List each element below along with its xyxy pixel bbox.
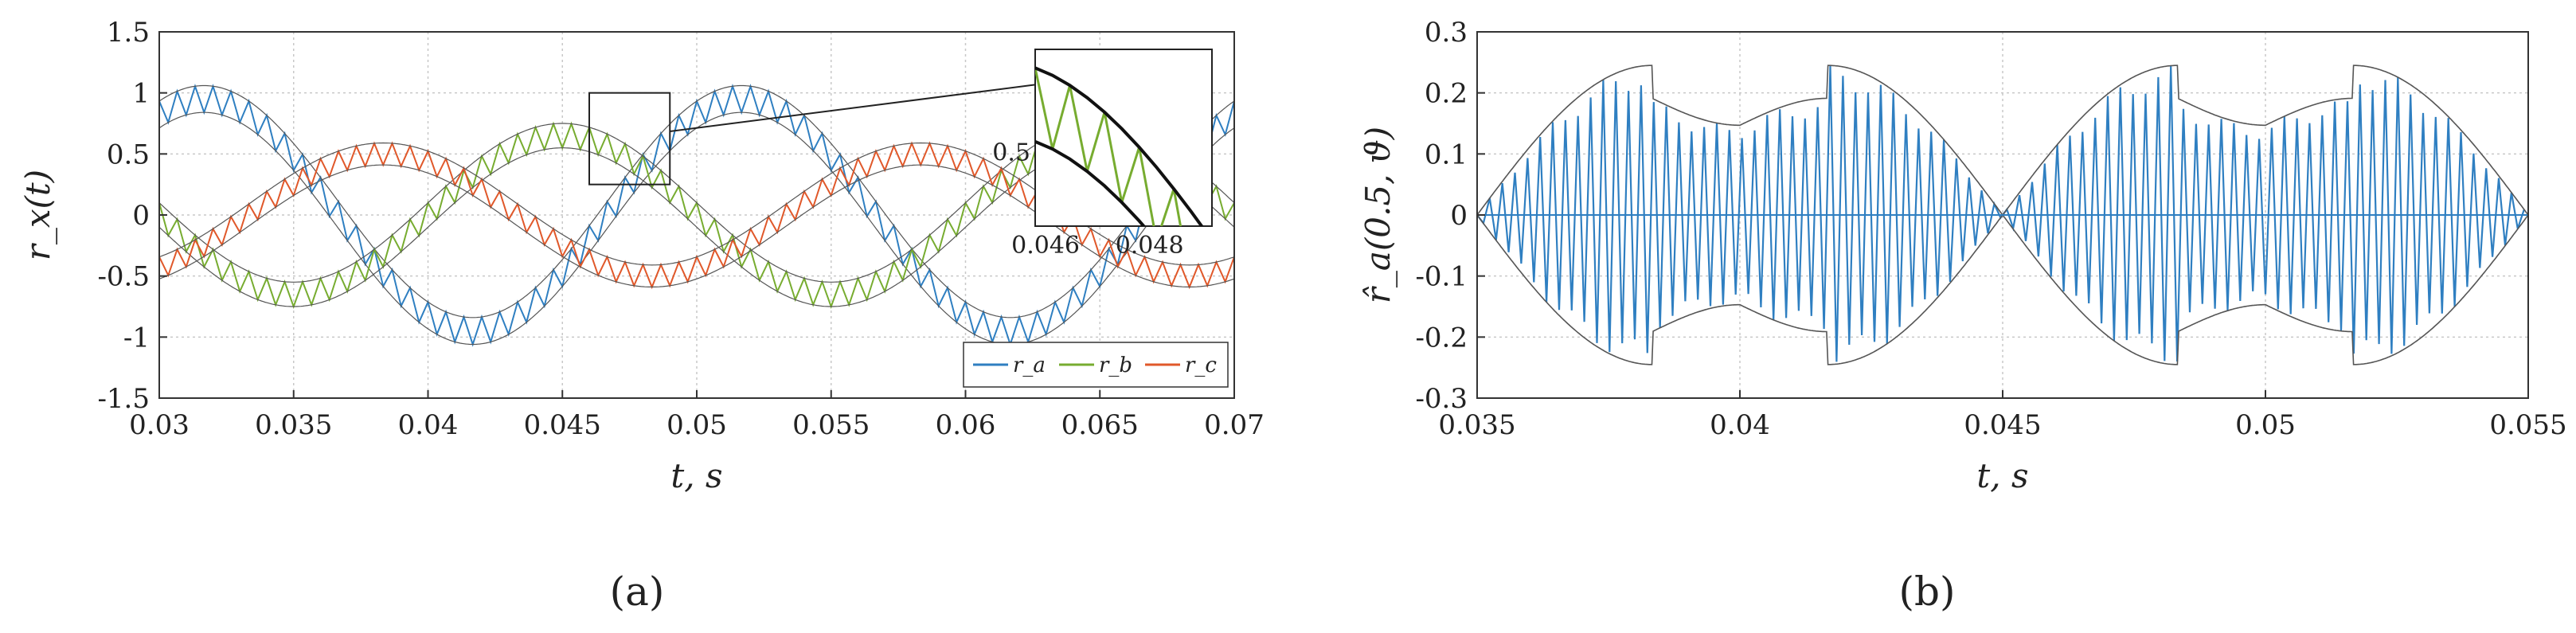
panel-a-xtick-label: 0.03 (129, 409, 190, 441)
panel-b-xtick-label: 0.05 (2235, 409, 2296, 441)
panel-a-ytick-label: 1.5 (107, 17, 150, 49)
panel-a-ytick-label: 0 (132, 200, 150, 232)
panel-b-xtick-label: 0.04 (1710, 409, 1770, 441)
panel-b-chart: 0.035 0.04 0.045 0.05 0.055 0.3 0.2 0.1 0 -0.1 -0.… (1358, 17, 2567, 615)
zoom-connector-line (670, 84, 1036, 132)
panel-label-a: (a) (610, 569, 665, 615)
panel-a-ylabel: r_x(t) (18, 170, 57, 260)
panel-a-xtick-label: 0.06 (936, 409, 996, 441)
panel-b-series (1477, 64, 2528, 365)
legend-label-rb: r_b (1099, 354, 1132, 377)
inset-lower-envelope (1035, 139, 1146, 226)
panel-b-ytick-label: 0 (1450, 200, 1468, 232)
panel-a-ytick-label: -1 (123, 322, 150, 354)
panel-b-ytick-label: 0.1 (1425, 139, 1468, 170)
panel-a-ticks: 0.03 0.035 0.04 0.045 0.05 0.055 0.06 0.065 0.07… (97, 17, 1264, 441)
panel-label-b: (b) (1898, 569, 1955, 615)
inset-xtick-label: 0.048 (1116, 232, 1184, 260)
inset-xtick-label: 0.046 (1011, 232, 1080, 260)
panel-b-xtick-label: 0.045 (1964, 409, 2041, 441)
panel-a-ytick-label: 0.5 (107, 139, 150, 170)
inset-series (1035, 66, 1204, 226)
panel-b-ytick-label: 0.3 (1425, 17, 1468, 49)
panel-a-ytick-label: 1 (132, 78, 150, 110)
panel-a-xlabel: t, s (670, 456, 722, 495)
panel-a-xtick-label: 0.035 (255, 409, 332, 441)
panel-a-chart: 0.03 0.035 0.04 0.045 0.05 0.055 0.06 0.065 0.07… (18, 17, 1265, 615)
panel-b-ytick-label: -0.2 (1415, 322, 1468, 354)
panel-b-ytick-label: -0.3 (1415, 383, 1468, 415)
series-ra-upper-envelope (159, 84, 1234, 318)
legend-label-rc: r_c (1185, 354, 1217, 377)
panel-b-ylabel: r̂_a(0.5, ϑ) (1358, 127, 1397, 303)
panel-a-xtick-label: 0.045 (524, 409, 601, 441)
inset-upper-envelope (1035, 66, 1204, 226)
panel-b-ytick-label: 0.2 (1425, 78, 1468, 110)
panel-b-ticks: 0.035 0.04 0.045 0.05 0.055 0.3 0.2 0.1 0 -0.1 -0.… (1415, 17, 2566, 441)
panel-b-frame (1476, 31, 2529, 399)
inset-ytick-label: 0.5 (992, 139, 1030, 167)
panel-a-xtick-label: 0.055 (792, 409, 870, 441)
panel-b-xtick-label: 0.035 (1438, 409, 1515, 441)
legend-label-ra: r_a (1013, 354, 1046, 377)
panel-a-frame (158, 31, 1235, 399)
panel-b-xlabel: t, s (1976, 456, 2028, 495)
panel-a-zoom: 0.046 0.048 0.5 (588, 49, 1213, 260)
panel-a-ytick-label: -1.5 (97, 383, 150, 415)
panel-a-xtick-label: 0.05 (666, 409, 727, 441)
panel-a-xtick-label: 0.04 (398, 409, 459, 441)
panel-a-xtick-label: 0.07 (1204, 409, 1265, 441)
panel-a-legend: r_a r_b r_c (963, 342, 1229, 388)
panel-a-ytick-label: -0.5 (97, 261, 150, 293)
panel-b-ytick-label: -0.1 (1415, 261, 1468, 293)
panel-b-xtick-label: 0.055 (2489, 409, 2566, 441)
zoom-region-box (588, 92, 671, 186)
panel-a-xtick-label: 0.065 (1061, 409, 1139, 441)
